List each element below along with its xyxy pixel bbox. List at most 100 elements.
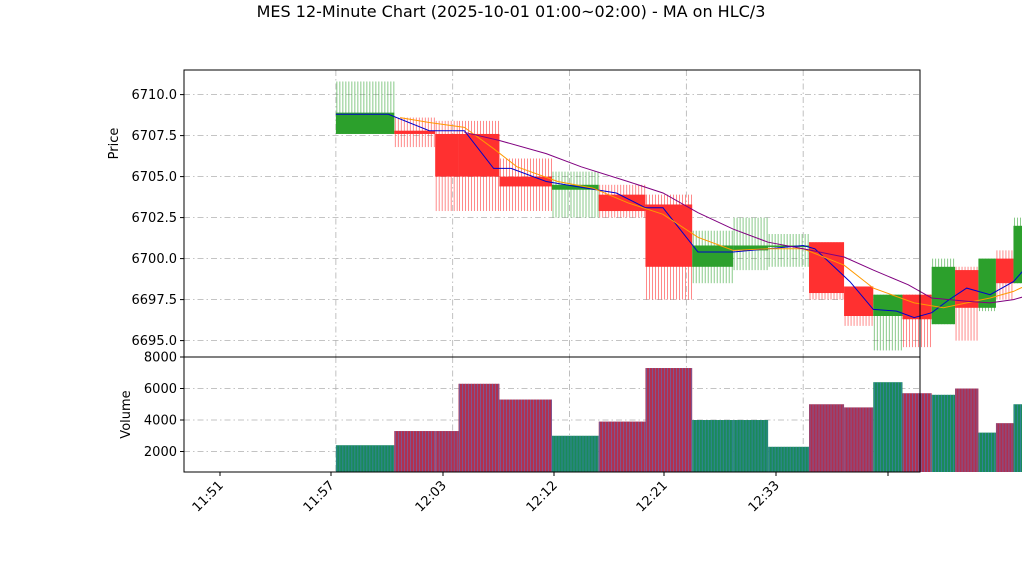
price-y-axis: 6695.0 6697.5 6700.0 6702.5 6705.0 6707.5 6710… (132, 88, 184, 349)
volume-tick-label: 6000 (144, 382, 177, 397)
candle (733, 217, 769, 271)
volume-bar (873, 382, 903, 472)
volume-bar (955, 388, 979, 472)
volume-tick-label: 4000 (144, 414, 177, 429)
volume-bar (768, 446, 810, 472)
volume-bar-fill (978, 432, 996, 472)
candle-body (955, 270, 979, 308)
volume-bar-fill (458, 383, 500, 472)
volume-bar-fill (394, 431, 436, 472)
volume-bar-fill (902, 393, 932, 472)
candle (978, 258, 996, 312)
candles (335, 81, 1022, 351)
volume-bars (335, 368, 1022, 472)
ma-line (335, 113, 1022, 319)
ma-line (464, 131, 1022, 304)
candle (598, 184, 646, 218)
volume-bar-fill (499, 399, 552, 472)
price-panel-frame (183, 69, 921, 358)
volume-bar-fill (809, 404, 845, 472)
volume-panel-frame (183, 356, 921, 473)
candle (499, 158, 552, 212)
price-axis-label: Price (107, 128, 122, 160)
volume-bar (335, 445, 395, 472)
candle-body (978, 258, 996, 308)
candle-body (844, 286, 874, 316)
candle (902, 294, 932, 348)
candle-body (692, 245, 734, 267)
volume-bar (844, 407, 874, 472)
x-tick-label: 12:03 (413, 478, 450, 515)
candle-body (809, 242, 845, 294)
price-grid (184, 70, 921, 357)
price-tick-label: 6700.0 (132, 252, 178, 267)
volume-bar (598, 421, 646, 472)
volume-bar (692, 420, 734, 472)
volume-bar-fill (955, 388, 979, 472)
volume-bar (499, 399, 552, 472)
volume-bar (552, 435, 599, 472)
candle (394, 117, 436, 148)
candle-body (458, 133, 500, 177)
volume-bar-fill (844, 407, 874, 472)
x-tick-label: 12:12 (524, 478, 561, 515)
price-tick-label: 6695.0 (132, 334, 178, 349)
candle-body (552, 184, 599, 190)
volume-bar-fill (335, 445, 395, 472)
candle (335, 81, 395, 134)
candle (995, 250, 1014, 300)
volume-bar (435, 431, 459, 472)
candle (645, 194, 693, 300)
x-tick-label: 11:51 (190, 478, 227, 515)
candle-body (394, 130, 436, 134)
x-tick-label: 12:21 (634, 478, 671, 515)
volume-bar-fill (598, 421, 646, 472)
candle (768, 234, 810, 267)
candle (435, 120, 459, 212)
chart-title: MES 12-Minute Chart (2025-10-01 01:00~02… (257, 2, 766, 21)
volume-bar-fill (768, 446, 810, 472)
volume-bar (902, 393, 932, 472)
volume-bar (394, 431, 436, 472)
candle-body (1013, 225, 1022, 284)
volume-tick-label: 8000 (144, 351, 177, 366)
volume-bar (645, 368, 693, 472)
volume-y-axis: 2000 4000 6000 8000 (144, 351, 184, 460)
x-tick-label: 11:57 (301, 478, 338, 515)
candle-body (995, 258, 1014, 284)
candle-body (931, 266, 956, 325)
volume-bar-fill (435, 431, 459, 472)
volume-bar-fill (733, 420, 769, 472)
candle-body (873, 294, 903, 316)
volume-axis-label: Volume (119, 390, 134, 438)
volume-bar (978, 432, 996, 472)
candle-body (435, 133, 459, 177)
volume-bar (931, 394, 956, 472)
volume-bar (995, 423, 1014, 472)
ma-lines (335, 113, 1022, 319)
price-tick-label: 6705.0 (132, 170, 178, 185)
volume-bar-fill (995, 423, 1014, 472)
candle (955, 266, 979, 341)
volume-bar-fill (645, 368, 693, 472)
candle-body (902, 294, 932, 320)
x-axis: 11:51 11:57 12:03 12:12 12:21 12:33 (190, 472, 889, 515)
volume-bar (1013, 404, 1022, 472)
volume-bar (458, 383, 500, 472)
volume-bar (809, 404, 845, 472)
volume-bar-fill (931, 394, 956, 472)
candle (931, 258, 956, 325)
price-tick-label: 6697.5 (132, 293, 178, 308)
volume-bar-fill (873, 382, 903, 472)
x-tick-label: 12:33 (746, 478, 783, 515)
candle (458, 120, 500, 212)
candle-body (733, 245, 769, 251)
candle (1013, 217, 1022, 284)
ma-line (400, 117, 1022, 309)
candle-body (598, 194, 646, 212)
candle (692, 230, 734, 284)
candle (873, 294, 903, 351)
candle-body (335, 112, 395, 134)
price-tick-label: 6710.0 (132, 88, 178, 103)
